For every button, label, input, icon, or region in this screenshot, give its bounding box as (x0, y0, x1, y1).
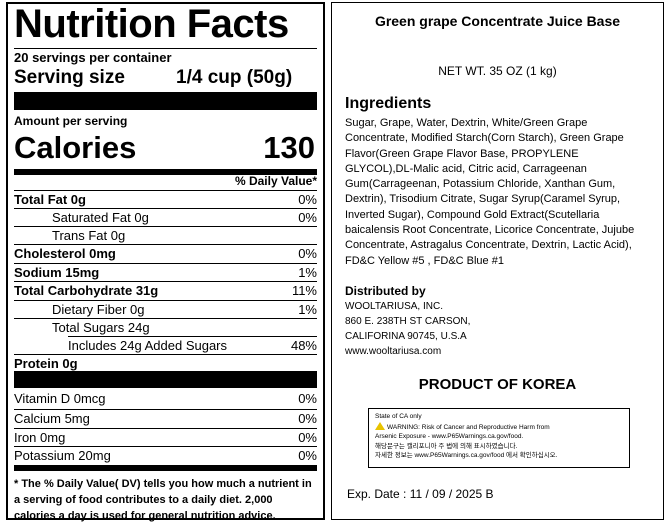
expiration-date: Exp. Date : 11 / 09 / 2025 B (347, 487, 494, 501)
warning-line: 해당문구는 캘리포니아 주 법에 의해 표시하였습니다. (375, 442, 518, 450)
nutrient-row: Calcium 5mg 0% (14, 409, 317, 428)
nutrient-row: Sodium 15mg 1% (14, 263, 317, 282)
divider (14, 48, 317, 49)
country-of-origin: PRODUCT OF KOREA (418, 376, 577, 393)
distributed-by-heading: Distributed by (345, 284, 426, 298)
nutrient-pct: 0% (298, 210, 317, 225)
serving-size-value: 1/4 cup (50g) (176, 67, 293, 88)
nutrient-pct: 0% (298, 192, 317, 207)
nutrient-name: Sodium 15mg (14, 265, 100, 280)
nutrient-pct: 48% (290, 338, 317, 353)
distributor-address: 860 E. 238TH ST CARSON, (345, 316, 471, 327)
nutrient-name: Total Fat 0g (14, 192, 86, 207)
nutrient-pct: 0% (298, 391, 317, 406)
nutrient-name: Trans Fat 0g (52, 228, 126, 243)
product-label-panel: Green grape Concentrate Juice Base NET W… (331, 2, 664, 520)
nutrient-pct: 1% (298, 265, 317, 280)
warning-line: 자세한 정보는 www.P65Warnings.ca.gov/food 에서 확… (375, 452, 558, 459)
nutrient-pct: 1% (298, 302, 317, 317)
serving-size-label: Serving size (14, 67, 125, 88)
nutrient-name: Potassium 20mg (14, 448, 111, 463)
nutrient-pct: 0% (298, 448, 317, 463)
warning-line: WARNING: Risk of Cancer and Reproductive… (387, 423, 550, 431)
nutrient-name: Protein 0g (14, 356, 78, 371)
nutrient-row: Saturated Fat 0g 0% (14, 208, 317, 227)
distributor-city: CALIFORINA 90745, U.S.A (345, 331, 467, 342)
nutrient-pct: 0% (298, 430, 317, 445)
nutrient-row: Dietary Fiber 0g 1% (14, 300, 317, 319)
prop65-warning-box: State of CA only WARNING: Risk of Cancer… (368, 408, 630, 468)
nutrient-name: Total Sugars 24g (52, 320, 150, 335)
amount-per-serving: Amount per serving (14, 114, 128, 128)
nutrient-row: Includes 24g Added Sugars 48% (68, 336, 317, 355)
medium-divider (14, 169, 317, 175)
nutrient-name: Iron 0mg (14, 430, 66, 445)
nutrient-row: Total Fat 0g 0% (14, 190, 317, 209)
nutrient-pct: 0% (298, 411, 317, 426)
daily-value-footnote: * The % Daily Value( DV) tells you how m… (14, 478, 312, 522)
nutrient-name: Total Carbohydrate 31g (14, 283, 159, 298)
warning-line-with-icon: WARNING: Risk of Cancer and Reproductive… (375, 421, 623, 433)
thick-divider (14, 92, 317, 110)
warning-line: Arsenic Exposure - www.P65Warnings.ca.go… (375, 433, 524, 440)
nutrient-row: Protein 0g (14, 354, 317, 373)
warning-triangle-icon (375, 421, 385, 430)
nutrient-name: Includes 24g Added Sugars (68, 338, 228, 353)
nutrition-facts-panel: Nutrition Facts 20 servings per containe… (6, 2, 325, 522)
calories-label: Calories (14, 130, 137, 165)
medium-divider (14, 465, 317, 471)
warning-line: State of CA only (375, 413, 422, 420)
nutrient-name: Vitamin D 0mcg (14, 391, 106, 406)
nutrient-pct: 0% (298, 246, 317, 261)
ingredients-text: Sugar, Grape, Water, Dextrin, White/Gree… (345, 117, 635, 267)
ingredients-heading: Ingredients (345, 95, 432, 112)
nutrition-title: Nutrition Facts (14, 2, 289, 46)
nutrient-name: Cholesterol 0mg (14, 246, 116, 261)
nutrient-name: Dietary Fiber 0g (52, 302, 145, 317)
servings-per-container: 20 servings per container (14, 50, 172, 65)
calories-value: 130 (263, 130, 315, 165)
nutrient-row: Potassium 20mg 0% (14, 446, 317, 465)
nutrient-row: Total Sugars 24g (14, 318, 317, 337)
daily-value-header: % Daily Value* (234, 174, 317, 188)
nutrient-name: Calcium 5mg (14, 411, 90, 426)
nutrient-row: Vitamin D 0mcg 0% (14, 390, 317, 408)
nutrient-pct: 11% (291, 283, 317, 298)
nutrient-row: Trans Fat 0g (14, 226, 317, 245)
nutrient-name: Saturated Fat 0g (52, 210, 149, 225)
net-weight: NET WT. 35 OZ (1 kg) (438, 64, 557, 78)
distributor-name: WOOLTARIUSA, INC. (345, 301, 443, 312)
nutrient-row: Cholesterol 0mg 0% (14, 244, 317, 263)
distributor-website: www.wooltariusa.com (345, 346, 442, 357)
thick-divider (14, 371, 317, 388)
nutrient-row: Iron 0mg 0% (14, 428, 317, 447)
nutrient-row: Total Carbohydrate 31g 11% (14, 281, 317, 300)
product-title: Green grape Concentrate Juice Base (374, 13, 621, 29)
